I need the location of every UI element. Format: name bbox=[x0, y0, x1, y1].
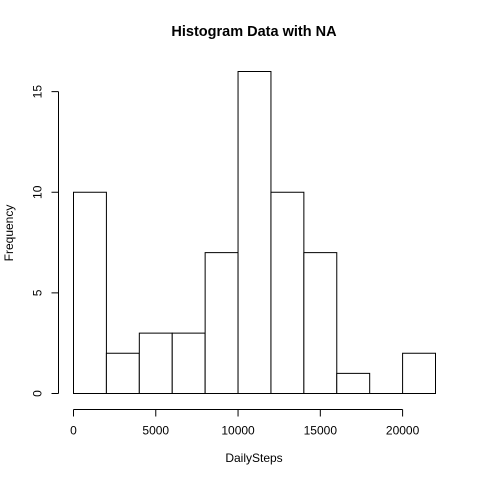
x-tick-label: 20000 bbox=[386, 424, 420, 438]
histogram-bar bbox=[105, 352, 140, 394]
y-tick-label: 0 bbox=[31, 390, 45, 397]
histogram-bar bbox=[303, 252, 338, 394]
x-axis-label: DailySteps bbox=[225, 451, 282, 465]
x-tick-label: 0 bbox=[70, 424, 77, 438]
x-axis: 0 5000 10000 15000 20000 bbox=[70, 409, 420, 438]
x-tick-label: 10000 bbox=[221, 424, 255, 438]
y-axis: 0 5 10 15 bbox=[31, 85, 59, 397]
histogram-bar bbox=[270, 191, 305, 394]
histogram-bar bbox=[138, 332, 173, 394]
y-axis-label: Frequency bbox=[2, 205, 16, 262]
histogram-bar bbox=[336, 372, 371, 394]
y-tick-label: 15 bbox=[31, 85, 45, 99]
histogram-bar bbox=[73, 191, 107, 394]
histogram-bar bbox=[237, 71, 272, 394]
chart-title: Histogram Data with NA bbox=[171, 24, 337, 40]
histogram-bar bbox=[171, 332, 206, 394]
x-tick-label: 5000 bbox=[142, 424, 169, 438]
x-tick-label: 15000 bbox=[304, 424, 338, 438]
histogram-bar bbox=[204, 252, 239, 394]
histogram-bar bbox=[402, 352, 437, 394]
bars-group bbox=[73, 71, 437, 394]
y-tick-label: 5 bbox=[31, 289, 45, 296]
y-tick-label: 10 bbox=[31, 185, 45, 199]
